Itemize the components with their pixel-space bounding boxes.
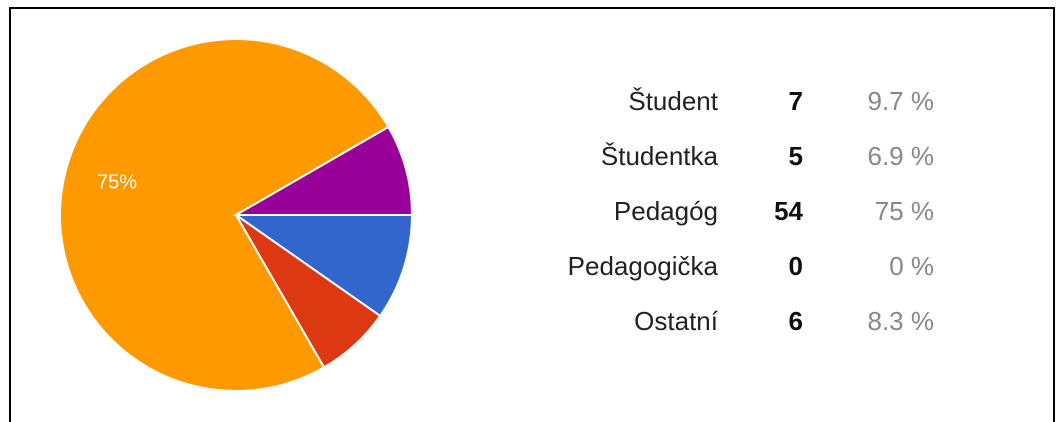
pie-slice [59,38,390,392]
percent-label: 6.9 % [868,141,935,171]
count-label: 5 [789,141,803,171]
slice-label: 75% [97,171,137,193]
pie-slice [232,214,414,318]
percent-label: 75 % [875,196,934,226]
count-label: 6 [789,306,803,336]
count-label: 7 [789,86,803,116]
percent-label: 9.7 % [868,86,935,116]
legend-label: Pedagóg [614,196,718,226]
percent-label: 0 % [889,251,934,281]
pie-slice [232,125,414,216]
count-label: 0 [789,251,803,281]
percent-label: 8.3 % [868,306,935,336]
legend-label: Ostatní [634,306,719,336]
count-label: 54 [774,196,803,226]
legend-label: Pedagogička [568,251,719,281]
legend-label: Študent [628,86,718,116]
legend-label: Študentka [601,141,719,171]
